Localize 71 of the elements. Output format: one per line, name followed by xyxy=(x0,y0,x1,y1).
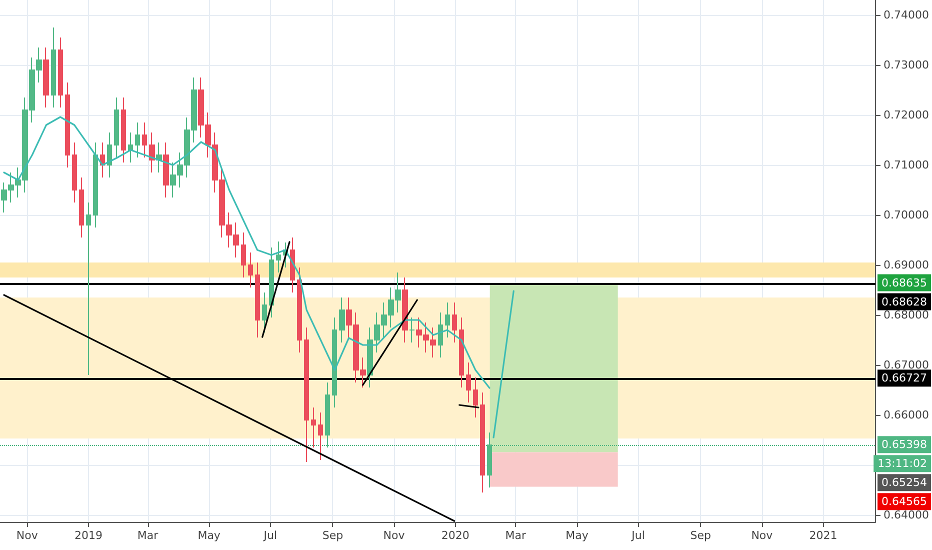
candlestick xyxy=(121,97,126,163)
y-tick-label: 0.67000 xyxy=(884,358,930,372)
candlestick xyxy=(241,232,246,278)
x-tick-label: 2020 xyxy=(441,529,470,542)
candlestick xyxy=(311,407,316,448)
candlestick xyxy=(248,252,253,288)
line-series xyxy=(3,116,490,389)
candlestick xyxy=(255,262,260,338)
text: 13:11:02 xyxy=(878,457,928,470)
candlestick xyxy=(466,362,471,403)
candlestick xyxy=(65,82,70,168)
candlestick xyxy=(290,237,295,293)
candlestick xyxy=(142,122,147,158)
candlestick xyxy=(332,317,337,408)
candlestick xyxy=(459,317,464,388)
candlestick xyxy=(107,132,112,178)
ref-line-label: 0.66727 xyxy=(882,372,928,385)
x-tick-label: Mar xyxy=(505,529,527,542)
x-tick-label: 2021 xyxy=(809,529,838,542)
candlestick xyxy=(445,302,450,338)
candlestick xyxy=(135,122,140,158)
y-tick-label: 0.74000 xyxy=(884,8,930,22)
candlestick xyxy=(318,412,323,460)
ref-line-label: 0.65398 xyxy=(882,438,928,452)
y-tick-label: 0.73000 xyxy=(884,58,930,72)
candlestick xyxy=(276,241,281,273)
y-tick-label: 0.72000 xyxy=(884,108,930,122)
candlestick xyxy=(72,142,77,203)
candlestick xyxy=(93,142,98,228)
candlestick xyxy=(43,47,49,108)
y-tick-label: 0.68000 xyxy=(884,308,930,322)
x-tick-label: Jul xyxy=(630,529,645,542)
y-tick-label: 0.69000 xyxy=(884,258,930,272)
candlestick xyxy=(163,142,169,198)
text: 0.65254 xyxy=(882,476,928,490)
x-tick-label: May xyxy=(198,529,221,542)
text: 0.68635 xyxy=(882,276,928,290)
x-tick-label: May xyxy=(566,529,589,542)
candlestick xyxy=(262,292,267,333)
x-tick-label: Jul xyxy=(262,529,278,542)
candlestick xyxy=(297,267,302,353)
x-tick-label: Nov xyxy=(383,529,406,542)
candlestick xyxy=(51,27,56,108)
candlestick xyxy=(149,132,155,173)
y-tick-label: 0.70000 xyxy=(884,208,930,222)
candlestick xyxy=(480,392,485,493)
candlestick xyxy=(452,302,457,343)
candlestick xyxy=(79,177,84,238)
candlestick xyxy=(128,132,133,163)
text: 0.64565 xyxy=(882,495,928,508)
candlestick xyxy=(304,327,309,462)
x-tick-label: Nov xyxy=(16,529,38,542)
ref-line-label: 0.68628 xyxy=(882,295,928,308)
x-tick-label: 2019 xyxy=(74,529,102,542)
candlestick xyxy=(409,317,415,343)
candlestick xyxy=(156,142,162,173)
x-tick-label: Mar xyxy=(137,529,159,542)
candlestick xyxy=(86,202,91,376)
x-tick-label: Sep xyxy=(322,529,344,542)
y-tick-label: 0.64000 xyxy=(884,508,930,522)
candlestick xyxy=(402,277,408,343)
y-tick-label: 0.71000 xyxy=(884,158,930,172)
x-tick-label: Nov xyxy=(751,529,774,542)
candlestick xyxy=(473,377,478,418)
candlestick xyxy=(114,97,119,158)
candlestick xyxy=(269,247,274,318)
x-tick-label: Sep xyxy=(690,529,711,542)
candlestick xyxy=(438,312,443,358)
candlestick xyxy=(339,297,345,343)
candlestick xyxy=(58,37,63,108)
y-tick-label: 0.66000 xyxy=(884,408,930,422)
